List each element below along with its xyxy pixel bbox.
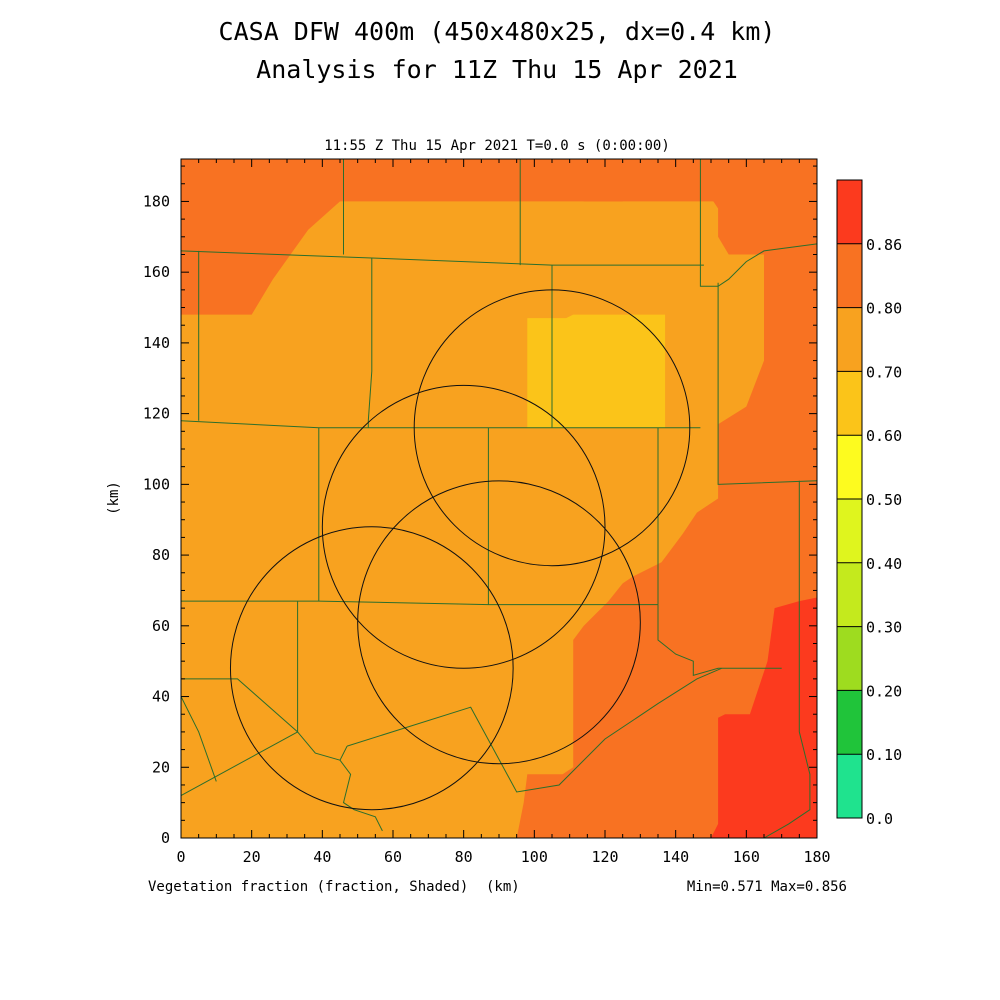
- y-tick-label-6: 120: [143, 405, 170, 423]
- shaded-region-5: [711, 597, 817, 838]
- plot-area: [180, 158, 818, 839]
- county-boundary-17: [181, 731, 298, 797]
- colorbar: 0.0 0.10 0.20 0.30 0.40 0.50 0.60 0.70 0.80 0.86: [836, 179, 902, 828]
- field-label: Vegetation fraction (fraction, Shaded): [148, 879, 468, 895]
- colorbar-swatch-6: [837, 371, 862, 436]
- x-tick-label-5: 100: [521, 848, 548, 866]
- colorbar-swatch-1: [837, 690, 862, 755]
- county-boundary-13: [717, 282, 817, 485]
- colorbar-label-7: 0.70: [866, 363, 902, 381]
- colorbar-label-8: 0.80: [866, 300, 902, 318]
- y-tick-label-0: 0: [161, 829, 170, 847]
- range-ring-2: [357, 480, 641, 765]
- colorbar-label-1: 0.10: [866, 746, 902, 764]
- county-boundary-21: [763, 480, 811, 838]
- x-tick-label-3: 60: [384, 848, 402, 866]
- shaded-regions: [181, 159, 817, 838]
- x-tick-label-0: 0: [176, 848, 185, 866]
- chart-title-line1: CASA DFW 400m (450x480x25, dx=0.4 km): [219, 17, 776, 46]
- county-boundary-4: [367, 258, 373, 428]
- county-boundary-15: [181, 696, 217, 782]
- colorbar-swatch-5: [837, 435, 862, 499]
- colorbar-label-3: 0.30: [866, 619, 902, 637]
- county-boundaries: [181, 159, 817, 838]
- x-tick-label-9: 180: [803, 848, 830, 866]
- y-tick-label-3: 60: [152, 617, 170, 635]
- radar-range-rings: [229, 289, 691, 811]
- county-boundary-20: [339, 759, 383, 832]
- x-axis-ticks: 0 20 40 60 80 100 120 140 160 180: [176, 159, 831, 866]
- colorbar-swatch-7: [837, 307, 862, 372]
- y-tick-label-9: 180: [143, 192, 170, 210]
- range-ring-0: [413, 289, 691, 567]
- y-tick-label-2: 40: [152, 688, 170, 706]
- minmax-label: Min=0.571 Max=0.856: [687, 879, 847, 895]
- x-tick-label-2: 40: [313, 848, 331, 866]
- colorbar-label-4: 0.40: [866, 555, 902, 573]
- x-tick-label-7: 140: [662, 848, 689, 866]
- county-boundary-19: [657, 604, 782, 676]
- colorbar-label-6: 0.60: [866, 427, 902, 445]
- range-ring-1: [321, 384, 606, 669]
- colorbar-label-2: 0.20: [866, 682, 902, 700]
- time-label: 11:55 Z Thu 15 Apr 2021 T=0.0 s (0:00:00…: [324, 138, 670, 154]
- colorbar-swatch-4: [837, 499, 862, 563]
- colorbar-swatch-3: [837, 562, 862, 627]
- colorbar-label-5: 0.50: [866, 491, 902, 509]
- y-tick-label-7: 140: [143, 334, 170, 352]
- shaded-region-4: [527, 314, 666, 428]
- x-tick-label-4: 80: [455, 848, 473, 866]
- y-tick-label-5: 100: [143, 475, 170, 493]
- colorbar-label-0: 0.0: [866, 810, 893, 828]
- county-boundary-12: [699, 243, 817, 287]
- y-axis-ticks: 0 20 40 60 80 100 120 140 160 180: [143, 165, 817, 847]
- x-tick-label-8: 160: [733, 848, 760, 866]
- colorbar-label-9: 0.86: [866, 236, 902, 254]
- chart-title-line2: Analysis for 11Z Thu 15 Apr 2021: [256, 55, 738, 84]
- shaded-region-2: [576, 159, 623, 202]
- y-tick-label-1: 20: [152, 758, 170, 776]
- county-boundary-16: [297, 731, 348, 761]
- y-axis-label: (km): [106, 481, 122, 515]
- colorbar-swatch-8: [837, 243, 862, 308]
- range-ring-3: [229, 526, 514, 811]
- x-tick-label-1: 20: [243, 848, 261, 866]
- colorbar-swatch-0: [837, 754, 862, 818]
- x-tick-label-6: 120: [591, 848, 618, 866]
- county-boundary-0: [181, 250, 704, 266]
- y-tick-label-4: 80: [152, 546, 170, 564]
- y-tick-label-8: 160: [143, 263, 170, 281]
- x-axis-unit: (km): [486, 879, 520, 895]
- colorbar-swatch-9: [837, 180, 862, 244]
- colorbar-swatch-2: [837, 626, 862, 691]
- county-boundary-18: [346, 667, 722, 793]
